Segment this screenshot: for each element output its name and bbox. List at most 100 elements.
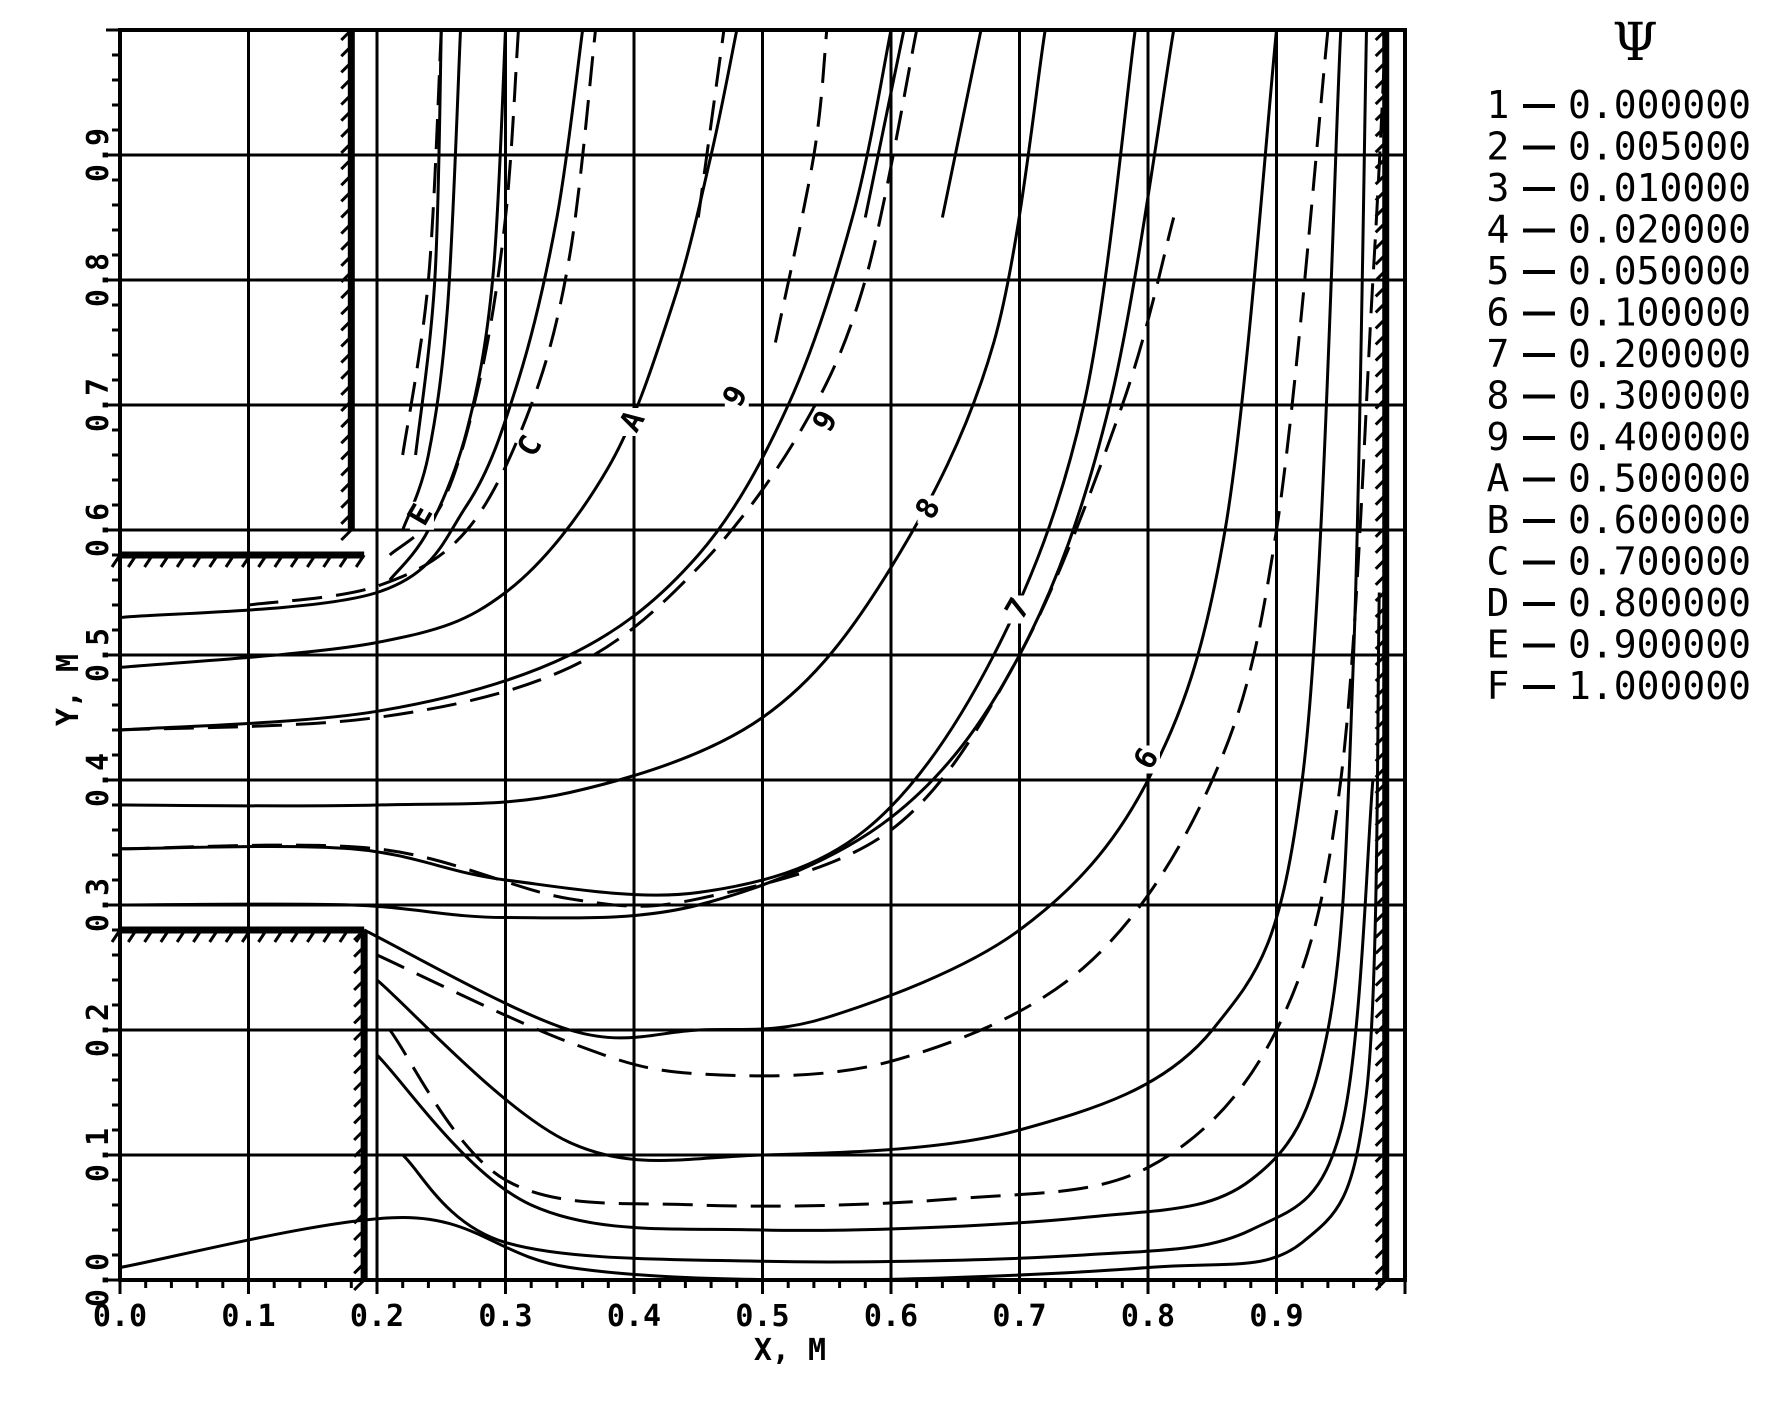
wall-hatch (353, 962, 366, 975)
wall-hatch (175, 929, 187, 943)
wall-hatch (322, 929, 333, 943)
wall-hatch (353, 978, 366, 992)
wall-hatch (353, 945, 366, 958)
x-axis-ticks: 0.0 0.1 0.2 0.3 0.4 0.5 0.6 0.7 0.8 0.9 (93, 1299, 1304, 1334)
solid-streamline (120, 592, 1381, 1280)
wall-hatch (340, 383, 353, 396)
wall-hatch (1374, 1006, 1387, 1019)
wall-hatch (175, 554, 187, 568)
wall-hatch (353, 1178, 366, 1192)
y-tick-label: 0.4 (81, 753, 116, 807)
y-tick-label: 0.3 (81, 878, 116, 932)
wall-hatch (289, 929, 301, 943)
x-tick-label: 0.0 (93, 1299, 147, 1334)
legend-key: B (1487, 498, 1510, 542)
wall-hatch (208, 554, 219, 568)
wall-hatch (1374, 1262, 1387, 1276)
legend-key: 3 (1487, 166, 1510, 210)
curve-label-bg (724, 383, 749, 411)
legend-key: 6 (1487, 291, 1510, 335)
wall-hatch (208, 929, 219, 943)
x-tick-label: 0.4 (607, 1299, 661, 1334)
wall-hatch (1374, 509, 1387, 522)
wall-hatch (224, 929, 236, 943)
wall-hatch (1374, 1198, 1387, 1211)
wall-hatch (340, 351, 353, 364)
wall-hatch (340, 190, 353, 203)
dashed-streamline (401, 30, 443, 456)
wall-hatch (340, 254, 353, 267)
solid-streamline (401, 779, 1375, 1264)
dashed-streamline (388, 30, 1388, 1208)
wall-hatch (1374, 237, 1387, 250)
solid-streamlines (120, 30, 1381, 1280)
wall-hatch (1374, 253, 1387, 266)
legend-key: A (1487, 457, 1510, 501)
wall-hatch (1374, 1054, 1387, 1067)
x-tick-label: 0.6 (864, 1299, 918, 1334)
wall-hatch (340, 448, 353, 461)
wall-hatch (1374, 1150, 1387, 1163)
wall-hatch (340, 125, 353, 138)
wall-hatch (1374, 93, 1387, 106)
legend-value: 0.300000 (1568, 374, 1751, 418)
wall-hatch (340, 464, 353, 477)
curve-label-bg (1007, 595, 1032, 624)
y-axis-title: Y, M (51, 654, 86, 726)
wall-hatch (353, 1078, 366, 1092)
curve-label-bg (409, 501, 434, 530)
legend-value: 0.700000 (1568, 540, 1751, 584)
wall-hatch (1374, 333, 1387, 346)
wall-hatch (353, 1012, 366, 1025)
wall-hatch (340, 416, 353, 429)
wall-hatch (192, 554, 203, 568)
wall-hatch (1374, 958, 1387, 971)
solid-streamline (940, 30, 983, 218)
wall-hatch (1374, 269, 1387, 282)
wall-hatch (353, 1145, 366, 1158)
wall-hatch (353, 928, 366, 942)
legend-value: 0.020000 (1568, 208, 1751, 252)
wall-hatch (340, 432, 353, 445)
y-tick-label: 0.8 (81, 253, 116, 307)
legend-value: 0.200000 (1568, 332, 1751, 376)
wall-hatch (306, 929, 317, 943)
curve-label-bg (1136, 745, 1160, 774)
wall-hatch (224, 554, 236, 568)
wall-hatch (338, 929, 350, 943)
wall-hatch (340, 496, 353, 509)
wall-hatch (1374, 1214, 1387, 1227)
dashed-streamline (120, 30, 919, 732)
wall-hatch (1374, 445, 1387, 458)
wall-hatch (1374, 974, 1387, 987)
wall-hatch (1374, 926, 1387, 939)
y-axis-ticks: 0.0 0.1 0.2 0.3 0.4 0.5 0.6 0.7 0.8 0.9 (81, 128, 116, 1307)
wall-hatch (240, 554, 252, 568)
wall-hatch (273, 929, 285, 943)
wall-hatch (340, 109, 353, 122)
wall-hatch (1374, 1182, 1387, 1195)
wall-hatch (127, 929, 138, 943)
x-tick-label: 0.5 (735, 1299, 789, 1334)
wall-hatch (1374, 349, 1387, 362)
legend-value: 0.400000 (1568, 415, 1751, 459)
wall-hatch (340, 512, 353, 525)
wall-hatch (1374, 573, 1387, 586)
wall-hatch (1374, 461, 1387, 474)
wall-hatch (340, 174, 353, 187)
wall-hatch (353, 1028, 366, 1042)
wall-hatch (354, 554, 366, 568)
wall-hatch (340, 528, 353, 542)
x-tick-label: 0.9 (1249, 1299, 1303, 1334)
wall-hatch (306, 554, 317, 568)
legend-key: C (1487, 540, 1510, 584)
wall-hatch (273, 554, 285, 568)
dashed-streamline (120, 217, 1176, 908)
wall-hatch (159, 929, 171, 943)
wall-hatch (340, 270, 353, 283)
wall-hatch (1374, 1102, 1387, 1115)
legend-title: Ψ (1612, 13, 1658, 73)
curve-label-bg (622, 408, 646, 436)
x-axis-title: X, M (754, 1333, 826, 1368)
